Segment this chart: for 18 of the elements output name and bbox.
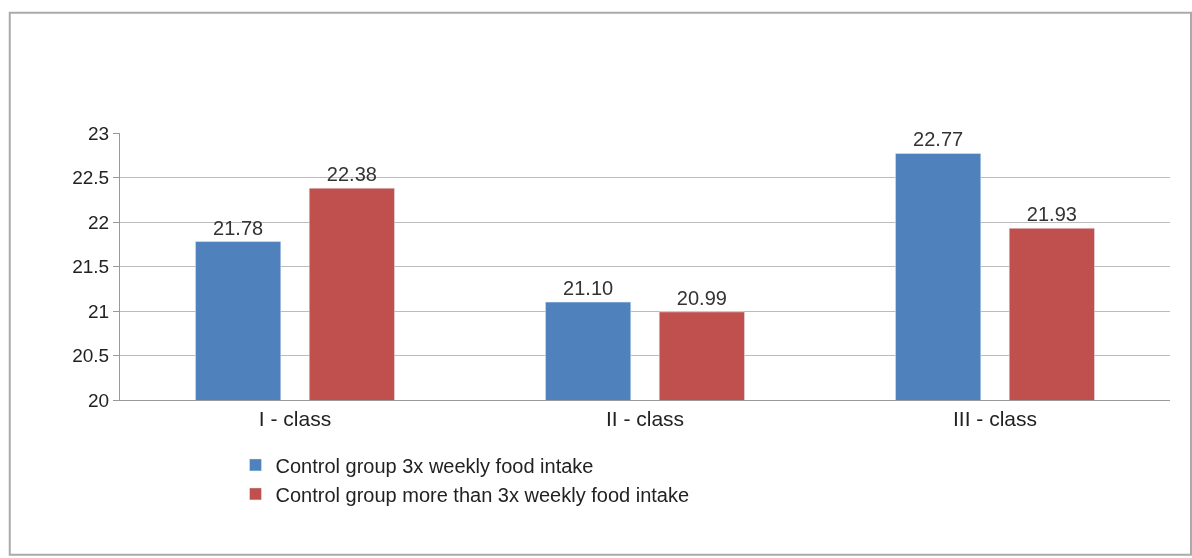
x-tick-label: II - class <box>605 407 685 431</box>
y-tick-label: 21.5 <box>72 256 110 278</box>
legend-label: Control group more than 3x weekly food intake <box>275 483 690 506</box>
data-label: 22.38 <box>326 163 377 186</box>
data-label: 22.77 <box>913 128 964 151</box>
data-label: 21.78 <box>213 216 264 239</box>
legend-label: Control group 3x weekly food intake <box>275 454 594 477</box>
data-label: 21.10 <box>563 277 614 300</box>
y-tick-label: 22 <box>88 211 110 233</box>
data-label: 20.99 <box>676 286 727 309</box>
y-tick-label: 20 <box>88 389 110 411</box>
data-label: 21.93 <box>1026 203 1077 226</box>
y-tick-label: 22.5 <box>72 167 110 189</box>
x-tick-label: III - class <box>952 407 1038 431</box>
y-tick-label: 20.5 <box>72 345 110 367</box>
y-tick-label: 21 <box>88 300 110 322</box>
x-tick-label: I - class <box>258 407 332 431</box>
y-tick-label: 23 <box>88 122 110 144</box>
